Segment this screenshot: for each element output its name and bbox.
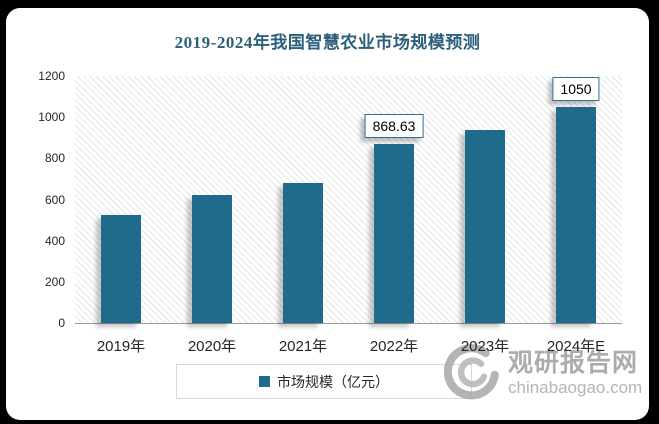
watermark: 观研报告网 chinabaogao.com	[444, 338, 644, 408]
x-axis-label: 2023年	[460, 338, 510, 355]
y-axis-label: 800	[44, 151, 65, 166]
data-label: 868.63	[364, 114, 424, 138]
legend-label: 市场规模（亿元）	[277, 373, 389, 390]
y-axis-label: 400	[44, 233, 65, 248]
y-axis-label: 1200	[38, 69, 65, 83]
y-axis-label: 200	[44, 274, 65, 289]
watermark-name: 观研报告网	[508, 348, 639, 377]
y-axis-label: 0	[58, 316, 65, 330]
legend-marker-icon	[259, 376, 270, 387]
watermark-domain: chinabaogao.com	[508, 377, 643, 397]
bar-2024年E	[556, 107, 596, 323]
chart-card: 2019-2024年我国智慧农业市场规模预测 市场规模（亿元） 观研报告网 ch…	[6, 8, 649, 420]
bar-2019年	[101, 215, 141, 323]
bar-2020年	[192, 195, 232, 323]
x-axis-label: 2021年	[278, 338, 328, 355]
bar-2023年	[465, 130, 505, 323]
x-axis-label: 2020年	[187, 338, 237, 355]
x-axis-label: 2019年	[96, 338, 146, 355]
x-axis-label: 2022年	[369, 338, 419, 355]
plot-area	[75, 76, 622, 324]
y-axis-label: 600	[44, 192, 65, 207]
data-label: 1050	[552, 77, 600, 101]
bar-2022年	[374, 144, 414, 323]
y-axis-label: 1000	[38, 110, 65, 125]
bar-2021年	[283, 183, 323, 323]
x-axis-label: 2024年E	[546, 338, 606, 355]
watermark-swirl-icon	[444, 344, 499, 400]
chart-title: 2019-2024年我国智慧农业市场规模预测	[174, 33, 481, 52]
legend: 市场规模（亿元）	[176, 364, 472, 399]
